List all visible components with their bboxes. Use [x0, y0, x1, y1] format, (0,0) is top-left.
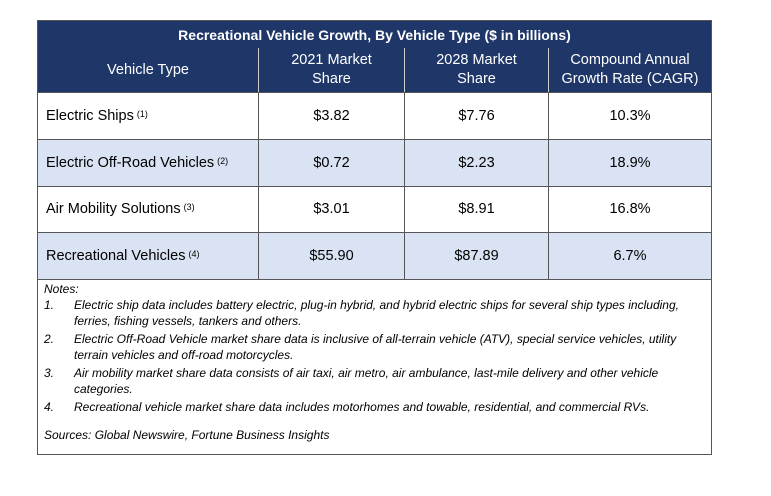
value-cell: $3.82	[259, 93, 405, 139]
table-row: Recreational Vehicles (4) $55.90 $87.89 6.7%	[38, 233, 711, 280]
header-text: 2021 Market Share	[291, 52, 372, 87]
table: Recreational Vehicle Growth, By Vehicle …	[37, 20, 712, 455]
header-cell: Compound Annual Growth Rate (CAGR)	[549, 48, 711, 92]
value-cell: $55.90	[259, 233, 405, 279]
header-cell: 2028 Market Share	[405, 48, 549, 92]
note-number: 4.	[44, 400, 55, 414]
row-label-cell: Recreational Vehicles (4)	[38, 233, 259, 279]
value-cell: $7.76	[405, 93, 549, 139]
table-title: Recreational Vehicle Growth, By Vehicle …	[38, 21, 711, 49]
value-cell: 18.9%	[609, 154, 651, 171]
header-text: 2028 Market Share	[436, 52, 517, 87]
footnote-ref: (2)	[217, 155, 229, 166]
footnote-ref: (3)	[183, 202, 195, 212]
note-item: 3. Air mobility market share data consist…	[44, 365, 704, 397]
row-label: Electric Ships	[46, 107, 134, 124]
header-cell: 2021 Market Share	[259, 48, 405, 92]
header-text: Compound Annual Growth Rate (CAGR)	[561, 52, 699, 87]
row-label-cell: Electric Off-Road Vehicles (2)	[38, 140, 259, 186]
table-row: Electric Ships (1) $3.82 $7.76 10.3%	[38, 93, 711, 140]
table-row: Air Mobility Solutions (3) $3.01 $8.91 16.8%	[38, 187, 711, 233]
header-cell: Vehicle Type	[38, 48, 259, 92]
value-cell: $8.91	[405, 187, 549, 232]
note-number: 3.	[44, 366, 55, 380]
note-text: Electric Off-Road Vehicle market share d…	[74, 332, 677, 362]
value-cell: 16.8%	[609, 201, 651, 217]
note-item: 2. Electric Off-Road Vehicle market share…	[44, 331, 704, 363]
value-cell: 10.3%	[609, 107, 651, 124]
note-number: 2.	[44, 332, 55, 346]
value-cell: 6.7%	[613, 247, 647, 264]
note-item: 1. Electric ship data includes battery el…	[44, 297, 704, 329]
note-text: Electric ship data includes battery elec…	[74, 298, 679, 328]
footnote-ref: (1)	[136, 108, 148, 119]
row-label: Electric Off-Road Vehicles	[46, 154, 215, 171]
value-cell: $0.72	[259, 140, 405, 186]
row-label: Recreational Vehicles	[46, 247, 186, 264]
value-cell: $3.01	[259, 187, 405, 232]
sources: Sources: Global Newswire, Fortune Busine…	[44, 428, 330, 442]
table-row: Electric Off-Road Vehicles (2) $0.72 $2.23 1…	[38, 140, 711, 187]
footnote-ref: (4)	[188, 248, 200, 259]
value-cell: $87.89	[405, 233, 549, 279]
row-label-cell: Air Mobility Solutions (3)	[38, 187, 259, 232]
note-item: 4. Recreational vehicle market share data…	[44, 399, 704, 415]
notes: Notes: 1. Electric ship data includes bat…	[44, 281, 704, 443]
value-cell: $2.23	[405, 140, 549, 186]
note-number: 1.	[44, 298, 55, 312]
notes-heading: Notes:	[44, 282, 79, 296]
row-label: Air Mobility Solutions	[46, 201, 181, 217]
row-label-cell: Electric Ships (1)	[38, 93, 259, 139]
header-row: Vehicle Type 2021 Market Share 2028 Mark…	[38, 48, 711, 93]
note-text: Recreational vehicle market share data i…	[74, 400, 650, 414]
note-list: 1. Electric ship data includes battery el…	[44, 297, 704, 415]
note-text: Air mobility market share data consists …	[74, 366, 659, 396]
